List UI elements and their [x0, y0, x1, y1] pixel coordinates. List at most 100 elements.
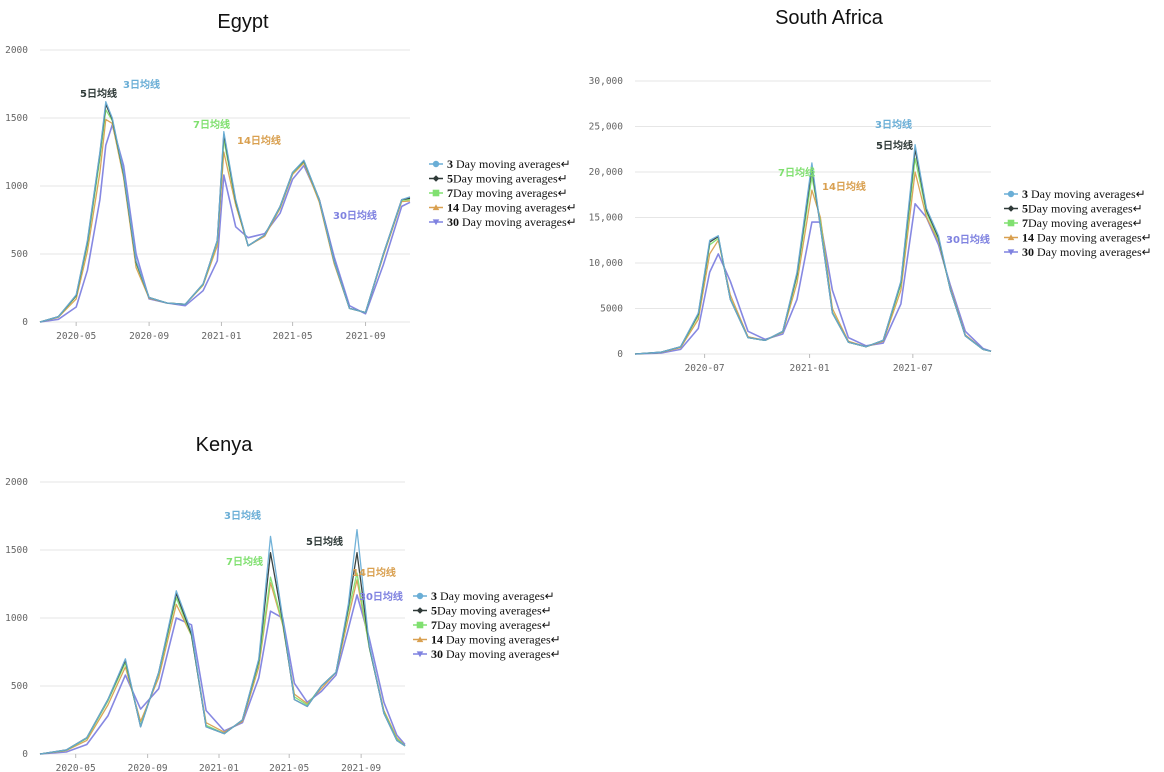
series-line-7day: [634, 157, 992, 355]
legend-label: Day moving averages↵: [459, 215, 577, 229]
annotation-30day: 30日均线: [946, 233, 990, 246]
x-tick-label: 2020-09: [129, 331, 169, 342]
legend-window: 30: [447, 215, 459, 229]
chart-title: South Africa: [775, 7, 884, 29]
y-tick-label: 0: [22, 317, 28, 328]
legend-label: Day moving averages↵: [437, 589, 555, 603]
y-tick-label: 0: [617, 349, 623, 360]
legend-window: 5: [431, 604, 437, 618]
x-tick-label: 2021-05: [269, 763, 309, 772]
annotation-14day: 14日均线: [237, 134, 281, 147]
legend-window: 14: [447, 201, 459, 215]
annotation-3day: 3日均线: [875, 118, 912, 131]
legend-label: Day moving averages↵: [437, 618, 552, 632]
legend-label: Day moving averages↵: [1028, 216, 1143, 230]
legend-window: 3: [1022, 187, 1028, 201]
legend-entry: 14 Day moving averages↵: [431, 633, 561, 647]
legend-marker: [432, 160, 440, 168]
legend-entry: 7Day moving averages↵: [431, 618, 552, 632]
legend-entry: 30 Day moving averages↵: [1022, 245, 1152, 259]
legend-marker: [432, 219, 440, 226]
legend-label: Day moving averages↵: [453, 186, 568, 200]
chart-panel-south-africa: South Africa 0 5000 10,000 15,000 20,000 25,00…: [589, 7, 1152, 374]
legend-marker: [416, 607, 424, 614]
x-tick-label: 2021-07: [893, 363, 933, 374]
x-tick-label: 2021-01: [201, 331, 241, 342]
legend-marker: [1007, 234, 1015, 241]
series-line-30day: [39, 124, 411, 323]
legend-entry: 30 Day moving averages↵: [447, 215, 577, 229]
x-tick-label: 2020-07: [685, 363, 725, 374]
y-tick-label: 1000: [5, 613, 28, 624]
chart-title: Egypt: [217, 11, 269, 33]
legend-label: Day moving averages↵: [443, 633, 561, 647]
legend-label: Day moving averages↵: [443, 647, 561, 661]
legend-marker: [1007, 190, 1015, 198]
annotation-30day: 30日均线: [359, 590, 403, 603]
annotation-7day: 7日均线: [778, 166, 815, 179]
legend-window: 14: [1022, 231, 1034, 245]
legend-entry: 7Day moving averages↵: [447, 186, 568, 200]
legend-marker: [416, 621, 424, 629]
legend-window: 30: [431, 647, 443, 661]
legend-marker: [416, 651, 424, 658]
series-line-3day: [39, 101, 411, 323]
legend-marker: [432, 204, 440, 211]
series-line-30day: [39, 594, 406, 755]
legend-marker: [1007, 205, 1015, 212]
chart-panel-egypt: Egypt 0 500 1000 1500 2000 2020-05 2020-09 2021-…: [5, 11, 577, 342]
legend-marker: [432, 189, 440, 197]
legend-label: Day moving averages↵: [437, 604, 552, 618]
legend-window: 3: [431, 589, 437, 603]
annotation-3day: 3日均线: [224, 509, 261, 522]
legend-window: 7: [447, 186, 453, 200]
x-tick-label: 2020-09: [128, 763, 168, 772]
x-tick-label: 2021-09: [341, 763, 381, 772]
legend-window: 14: [431, 633, 443, 647]
legend-marker: [416, 636, 424, 643]
legend-window: 7: [431, 618, 437, 632]
legend-entry: 30 Day moving averages↵: [431, 647, 561, 661]
legend-label: Day moving averages↵: [453, 157, 571, 171]
legend-label: Day moving averages↵: [453, 172, 568, 186]
annotation-14day: 14日均线: [352, 566, 396, 579]
y-tick-label: 5000: [600, 304, 623, 315]
x-tick-label: 2021-01: [790, 363, 830, 374]
y-tick-label: 500: [11, 249, 28, 260]
y-tick-label: 500: [11, 681, 28, 692]
legend-marker: [1007, 249, 1015, 256]
legend-window: 5: [1022, 202, 1028, 216]
y-tick-label: 2000: [5, 45, 28, 56]
legend-label: Day moving averages↵: [1028, 202, 1143, 216]
legend-entry: 14 Day moving averages↵: [447, 201, 577, 215]
x-tick-label: 2021-01: [199, 763, 239, 772]
chart-panel-kenya: Kenya 0 500 1000 1500 2000 2020-05 2020-09 2021-…: [5, 434, 561, 772]
legend-window: 3: [447, 157, 453, 171]
legend-entry: 14 Day moving averages↵: [1022, 231, 1152, 245]
legend-window: 7: [1022, 216, 1028, 230]
x-tick-label: 2021-05: [273, 331, 313, 342]
y-tick-label: 1500: [5, 113, 28, 124]
legend-entry: 5Day moving averages↵: [447, 172, 568, 186]
y-tick-label: 20,000: [589, 167, 624, 178]
y-tick-label: 1500: [5, 545, 28, 556]
chart-title: Kenya: [196, 434, 254, 456]
annotation-5day: 5日均线: [876, 139, 913, 152]
y-tick-label: 10,000: [589, 258, 624, 269]
y-tick-label: 15,000: [589, 213, 624, 224]
y-tick-label: 2000: [5, 477, 28, 488]
legend-entry: 3 Day moving averages↵: [431, 589, 555, 603]
legend-marker: [1007, 219, 1015, 227]
annotation-7day: 7日均线: [193, 118, 230, 131]
y-tick-label: 1000: [5, 181, 28, 192]
annotation-14day: 14日均线: [822, 180, 866, 193]
annotation-7day: 7日均线: [226, 555, 263, 568]
y-tick-label: 30,000: [589, 76, 624, 87]
series-line-3day: [634, 144, 992, 355]
annotation-30day: 30日均线: [333, 209, 377, 222]
legend-entry: 3 Day moving averages↵: [1022, 187, 1146, 201]
legend-label: Day moving averages↵: [1028, 187, 1146, 201]
legend-label: Day moving averages↵: [1034, 245, 1152, 259]
legend-marker: [416, 592, 424, 600]
